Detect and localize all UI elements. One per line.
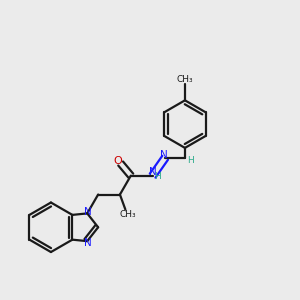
Text: N: N (160, 150, 168, 160)
Text: CH₃: CH₃ (177, 74, 193, 83)
Text: H: H (154, 172, 160, 181)
Text: CH₃: CH₃ (119, 210, 136, 219)
Text: N: N (84, 238, 92, 248)
Text: N: N (84, 207, 92, 217)
Text: H: H (187, 156, 194, 165)
Text: O: O (114, 156, 122, 166)
Text: N: N (149, 167, 157, 177)
